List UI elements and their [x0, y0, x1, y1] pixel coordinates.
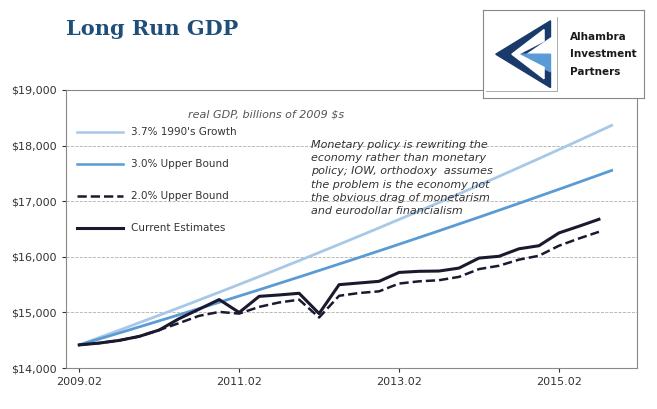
Polygon shape — [496, 21, 551, 88]
Text: Alhambra: Alhambra — [570, 31, 627, 42]
Text: Monetary policy is rewriting the
economy rather than monetary
policy; IOW, ortho: Monetary policy is rewriting the economy… — [311, 140, 493, 216]
Polygon shape — [515, 54, 551, 72]
Text: 3.0% Upper Bound: 3.0% Upper Bound — [131, 159, 229, 169]
FancyBboxPatch shape — [486, 17, 557, 91]
Bar — [486, 17, 557, 91]
Text: 2.0% Upper Bound: 2.0% Upper Bound — [131, 191, 229, 201]
Text: 3.7% 1990's Growth: 3.7% 1990's Growth — [131, 127, 237, 137]
Text: Partners: Partners — [570, 67, 620, 77]
Text: real GDP, billions of 2009 $s: real GDP, billions of 2009 $s — [188, 110, 344, 119]
Polygon shape — [512, 29, 544, 79]
Text: Current Estimates: Current Estimates — [131, 222, 226, 233]
Text: Long Run GDP: Long Run GDP — [66, 19, 238, 39]
Text: Investment: Investment — [570, 49, 637, 59]
